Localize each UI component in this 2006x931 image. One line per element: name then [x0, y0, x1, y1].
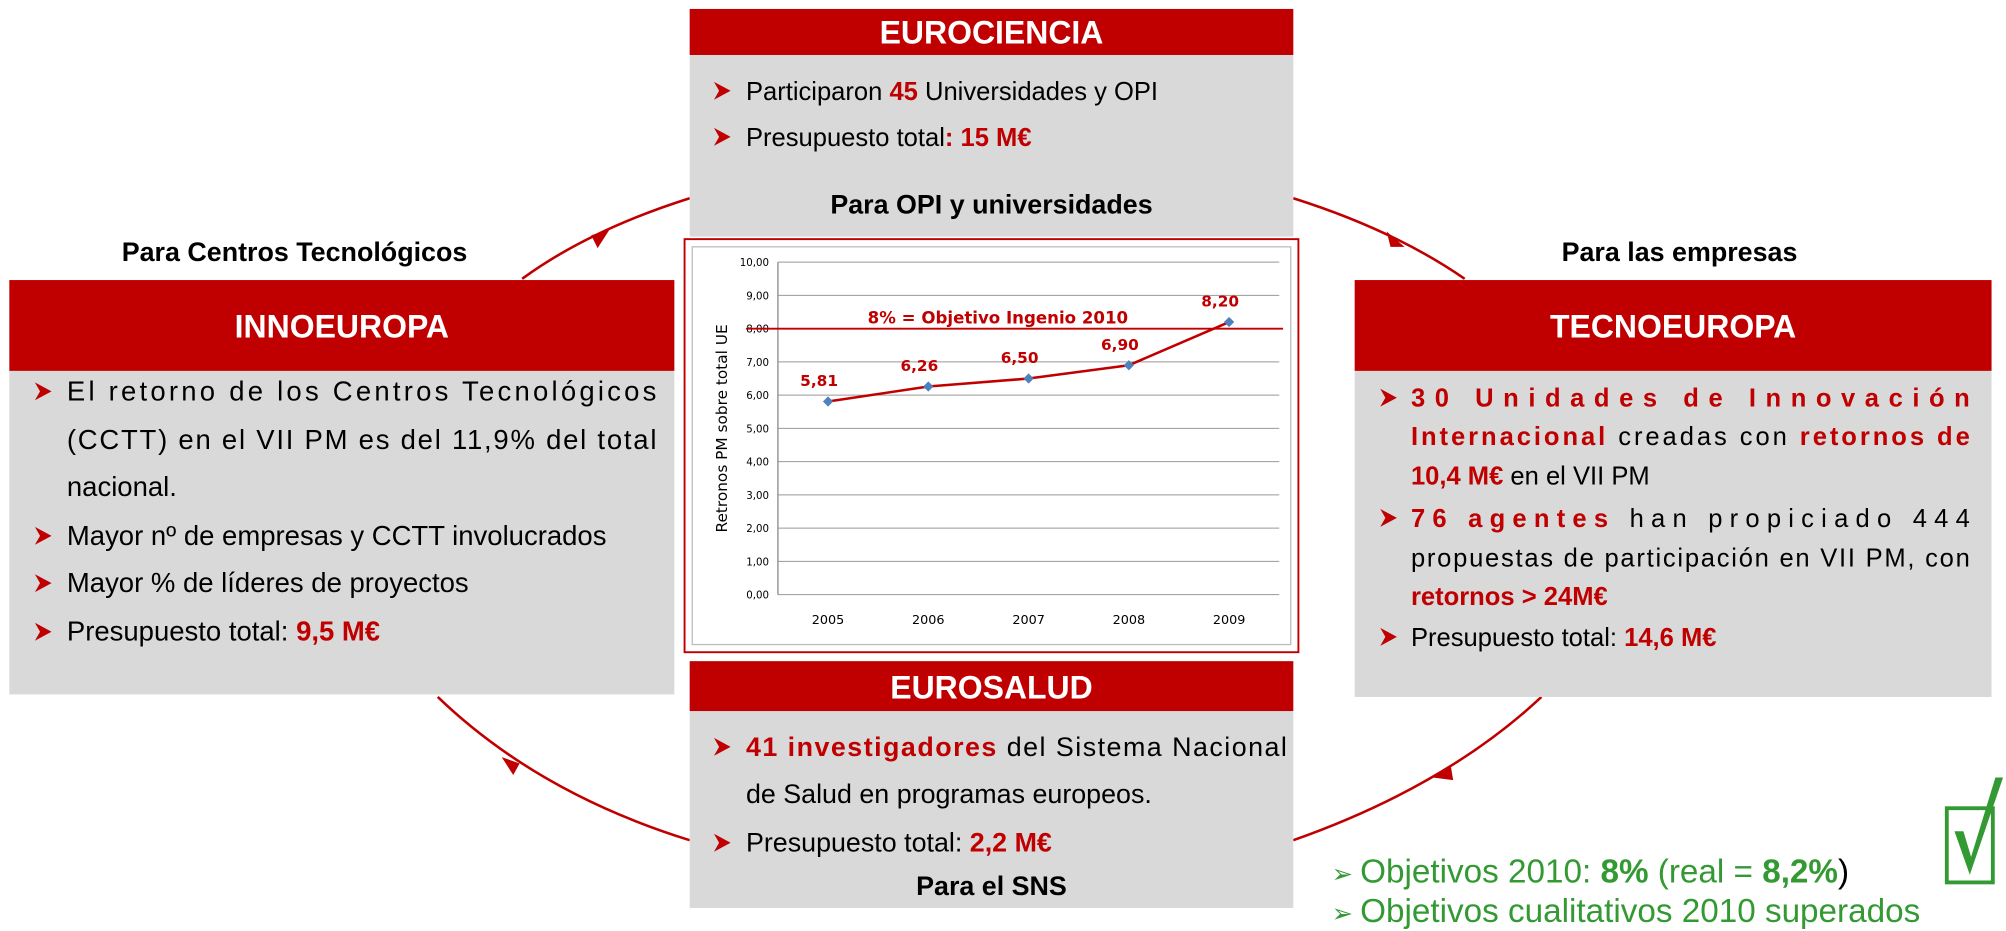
target-label: 8% = Objetivo Ingenio 2010 — [868, 309, 1128, 328]
target-label: Para Centros Tecnológicos — [122, 237, 468, 267]
value-label: 6,26 — [900, 357, 938, 375]
title: EUROCIENCIA — [880, 14, 1104, 50]
bullet-text: Presupuesto total: 2,2 M€ — [746, 828, 1052, 858]
box-header — [689, 8, 1294, 55]
box-header — [689, 661, 1294, 712]
y-tick-label: 7,00 — [746, 358, 769, 369]
bullet-text: 10,4 M€ en el VII PM — [1411, 463, 1650, 491]
value-label: 5,81 — [800, 372, 838, 390]
x-tick-label: 2009 — [1213, 613, 1246, 628]
x-tick-label: 2007 — [1012, 613, 1045, 628]
y-axis-label: Retronos PM sobre total UE — [713, 324, 731, 532]
bullet-text: propuestas de participación en VII PM, c… — [1411, 545, 1970, 573]
y-tick-label: 5,00 — [746, 424, 769, 435]
y-tick-label: 0,00 — [746, 591, 769, 602]
box-header — [9, 280, 675, 371]
value-label: 8,20 — [1201, 293, 1239, 311]
point — [923, 381, 934, 392]
bullet-text: Mayor nº de empresas y CCTT involucrados — [67, 520, 607, 551]
summary-text: ➢ Objetivos cualitativos 2010 superados — [1332, 893, 1921, 930]
bullet-text: Presupuesto total: 15 M€ — [746, 124, 1032, 152]
y-tick-label: 10,00 — [740, 258, 769, 269]
bullet-text: Presupuesto total: 9,5 M€ — [67, 616, 380, 647]
x-tick-label: 2006 — [912, 613, 945, 628]
target-label: Para el SNS — [916, 871, 1067, 901]
title: EUROSALUD — [890, 669, 1092, 705]
y-tick-label: 3,00 — [746, 491, 769, 502]
arc-arrows — [501, 230, 1454, 781]
bullet-text: Presupuesto total: 14,6 M€ — [1411, 624, 1717, 652]
title: TECNOEUROPA — [1550, 309, 1796, 345]
bullet-text: (CCTT) en el VII PM es del 11,9% del tot… — [67, 424, 657, 455]
title: INNOEUROPA — [235, 309, 449, 345]
box-header — [1354, 280, 1992, 371]
bullet-text: 41 investigadores del Sistema Nacional — [746, 732, 1287, 762]
y-tick-label: 2,00 — [746, 524, 769, 535]
bullet-text: El retorno de los Centros Tecnológicos — [67, 375, 657, 406]
bullet-text: Participaron 45 Universidades y OPI — [746, 78, 1158, 106]
bullet-text: Internacional creadas con retornos de — [1411, 423, 1970, 451]
y-tick-label: 9,00 — [746, 291, 769, 302]
target-label: Para las empresas — [1562, 237, 1798, 267]
point — [822, 396, 834, 407]
x-tick-label: 2005 — [812, 613, 845, 628]
bullet-text: Mayor % de líderes de proyectos — [67, 567, 469, 598]
bullet-text: nacional. — [67, 471, 177, 502]
point — [1023, 373, 1034, 384]
check-icon — [1944, 777, 2004, 885]
value-label: 6,90 — [1101, 336, 1139, 354]
value-label: 6,50 — [1001, 349, 1039, 367]
summary-text: ➢ Objetivos 2010: 8% (real = 8,2%) — [1332, 853, 1849, 890]
bullet-text: de Salud en programas europeos. — [746, 779, 1152, 809]
chart-area — [691, 246, 1292, 646]
bullet-text: retornos > 24M€ — [1411, 583, 1608, 611]
x-tick-label: 2008 — [1113, 613, 1146, 628]
y-tick-label: 1,00 — [746, 557, 769, 568]
y-tick-label: 8,00 — [746, 325, 769, 336]
target-label: Para OPI y universidades — [830, 190, 1152, 220]
bullet-text: 30 Unidades de Innovación — [1411, 385, 1970, 413]
y-tick-label: 4,00 — [746, 458, 769, 469]
y-tick-label: 6,00 — [746, 391, 769, 402]
